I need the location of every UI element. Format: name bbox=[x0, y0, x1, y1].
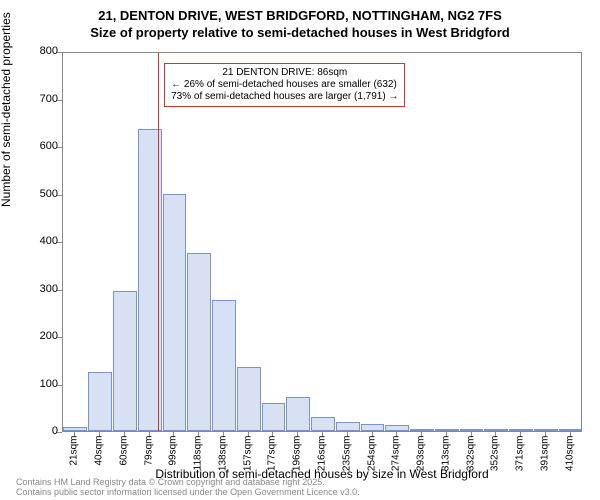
y-tick bbox=[57, 195, 62, 196]
chart-plot-area: 21 DENTON DRIVE: 86sqm ← 26% of semi-det… bbox=[62, 52, 582, 432]
y-tick bbox=[57, 242, 62, 243]
histogram-bar bbox=[559, 429, 583, 431]
histogram-bar bbox=[286, 397, 310, 431]
y-tick bbox=[57, 290, 62, 291]
page-title-line1: 21, DENTON DRIVE, WEST BRIDGFORD, NOTTIN… bbox=[0, 0, 600, 23]
y-tick bbox=[57, 100, 62, 101]
histogram-bar bbox=[460, 429, 484, 431]
y-tick bbox=[57, 147, 62, 148]
page-title-line2: Size of property relative to semi-detach… bbox=[0, 23, 600, 40]
chart-container: 21, DENTON DRIVE, WEST BRIDGFORD, NOTTIN… bbox=[0, 0, 600, 500]
y-tick-label: 700 bbox=[28, 93, 58, 105]
y-tick-label: 0 bbox=[28, 425, 58, 437]
y-tick-label: 500 bbox=[28, 188, 58, 200]
histogram-bar bbox=[311, 417, 335, 431]
histogram-bar bbox=[385, 425, 409, 431]
histogram-bar bbox=[88, 372, 112, 431]
histogram-bar bbox=[63, 427, 87, 431]
y-tick-label: 200 bbox=[28, 330, 58, 342]
histogram-bar bbox=[534, 429, 558, 431]
annotation-line2: ← 26% of semi-detached houses are smalle… bbox=[171, 79, 398, 91]
y-tick-label: 800 bbox=[28, 45, 58, 57]
histogram-bar bbox=[212, 300, 236, 431]
y-tick-label: 100 bbox=[28, 378, 58, 390]
y-tick bbox=[57, 385, 62, 386]
footer-attribution: Contains HM Land Registry data © Crown c… bbox=[16, 478, 360, 498]
histogram-bar bbox=[509, 429, 533, 431]
annotation-line1: 21 DENTON DRIVE: 86sqm bbox=[171, 67, 398, 79]
histogram-bar bbox=[361, 424, 385, 431]
histogram-bar bbox=[410, 429, 434, 431]
footer-line2: Contains public sector information licen… bbox=[16, 488, 360, 498]
y-tick bbox=[57, 337, 62, 338]
annotation-box: 21 DENTON DRIVE: 86sqm ← 26% of semi-det… bbox=[164, 63, 405, 107]
y-tick bbox=[57, 432, 62, 433]
y-tick bbox=[57, 52, 62, 53]
y-tick-label: 300 bbox=[28, 283, 58, 295]
histogram-bar bbox=[237, 367, 261, 431]
histogram-bar bbox=[113, 291, 137, 431]
histogram-bar bbox=[336, 422, 360, 431]
y-tick-label: 600 bbox=[28, 140, 58, 152]
y-tick-label: 400 bbox=[28, 235, 58, 247]
histogram-bar bbox=[187, 253, 211, 431]
y-axis-label: Number of semi-detached properties bbox=[0, 12, 13, 207]
histogram-bar bbox=[435, 429, 459, 431]
annotation-line3: 73% of semi-detached houses are larger (… bbox=[171, 91, 398, 103]
histogram-bar bbox=[262, 403, 286, 432]
histogram-bar bbox=[163, 194, 187, 432]
reference-line bbox=[158, 53, 159, 431]
histogram-bar bbox=[484, 429, 508, 431]
